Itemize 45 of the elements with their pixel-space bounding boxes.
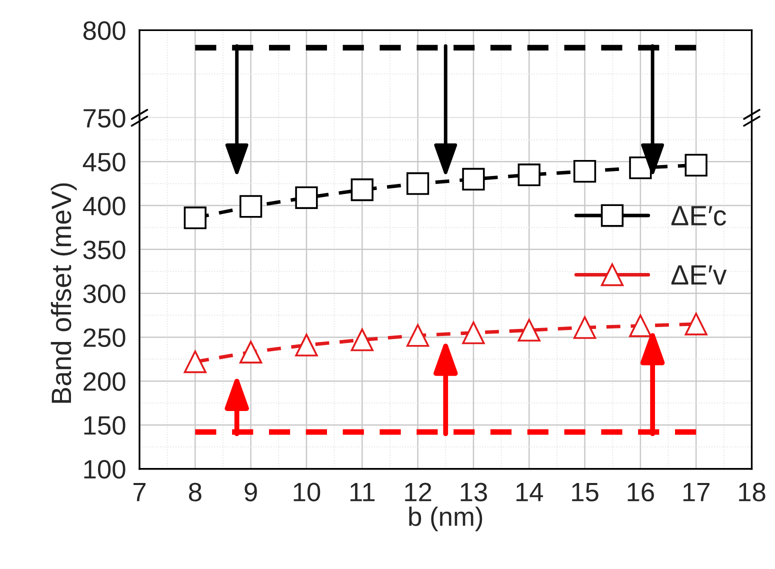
- point: [295, 334, 318, 356]
- y-tick-label: 350: [83, 240, 126, 260]
- point: [518, 318, 540, 342]
- y-tick-label: 150: [84, 416, 126, 435]
- y-tick-label: 750: [84, 108, 126, 128]
- point: [573, 316, 596, 339]
- point: [518, 164, 540, 186]
- x-tick-label: 11: [350, 483, 375, 502]
- point: [462, 168, 485, 191]
- legend-label: ΔE′v: [671, 265, 727, 284]
- x-tick-label: 17: [683, 483, 710, 502]
- y-tick-label: 100: [84, 460, 126, 479]
- point: [684, 154, 708, 176]
- x-tick-label: 15: [572, 483, 598, 502]
- x-tick-label: 18: [739, 482, 766, 502]
- y-tick-label: 800: [83, 21, 126, 40]
- point: [406, 324, 430, 347]
- x-tick-label: 9: [244, 482, 257, 502]
- point: [406, 172, 430, 195]
- point: [462, 321, 485, 344]
- point: [239, 195, 262, 218]
- point: [184, 350, 206, 374]
- x-tick-label: 8: [188, 482, 202, 502]
- x-tick-label: 14: [516, 483, 544, 502]
- point: [295, 186, 318, 209]
- y-tick-label: 250: [84, 328, 126, 348]
- x-tick-label: 16: [628, 482, 654, 502]
- y-tick-label: 450: [82, 152, 126, 172]
- x-tick-label: 10: [294, 482, 320, 502]
- x-tick-label: 12: [405, 482, 432, 502]
- point: [350, 328, 374, 352]
- point: [350, 178, 374, 202]
- x-axis-title: b (nm): [409, 506, 482, 532]
- x-tick-label: 13: [460, 482, 487, 502]
- point: [573, 160, 596, 183]
- y-tick-label: 200: [84, 372, 126, 391]
- y-axis-title: Band offset (meV): [50, 183, 77, 403]
- point: [629, 314, 652, 338]
- point: [184, 206, 206, 230]
- x-tick-label: 7: [134, 483, 146, 502]
- y-tick-label: 400: [82, 196, 126, 216]
- y-tick-label: 300: [83, 284, 126, 304]
- legend-label: ΔE′c: [671, 206, 726, 226]
- point: [684, 312, 708, 336]
- point: [239, 340, 262, 364]
